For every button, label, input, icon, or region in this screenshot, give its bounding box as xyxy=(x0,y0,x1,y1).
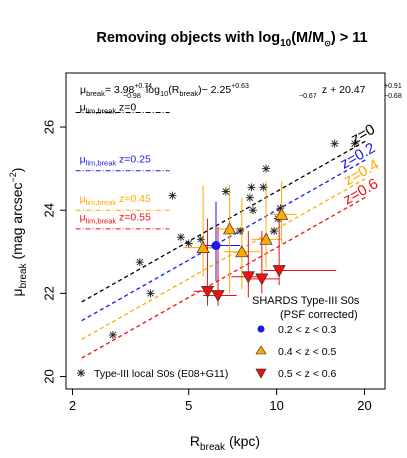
legend-marker-asterisk xyxy=(77,369,85,377)
legend-marker-circle xyxy=(257,325,265,333)
asterisk-stroke xyxy=(277,204,284,212)
x-axis-label: Rbreak (kpc) xyxy=(190,433,260,453)
asterisk-point xyxy=(221,187,230,196)
x-tick-label: 10 xyxy=(269,398,283,413)
asterisk-stroke xyxy=(259,184,267,191)
asterisk-stroke xyxy=(109,331,117,339)
fit-line-labels: z=0z=0.2z=0.4z=0.6 xyxy=(338,121,382,208)
asterisk-point xyxy=(245,193,254,202)
data-markers xyxy=(108,139,359,339)
legend-label-local: Type-III local S0s (E08+G11) xyxy=(94,368,228,380)
asterisk-stroke xyxy=(270,227,278,235)
asterisk-stroke xyxy=(177,233,185,241)
legend-title-2: (PSF corrected) xyxy=(280,309,358,321)
triangle-down-point xyxy=(272,265,286,278)
legend-marker-triangle-up xyxy=(255,345,267,355)
x-tick-label: 20 xyxy=(357,398,371,413)
fit-equation: μbreak= 3.98+0.74 −0.98 log10(Rbreak)− 2.… xyxy=(80,83,366,100)
y-tick-label: 26 xyxy=(41,120,56,134)
asterisk-stroke xyxy=(236,227,244,235)
asterisk-stroke xyxy=(147,290,154,297)
triangle-up-point xyxy=(259,232,273,245)
mu-lim-label: μlim,break z=0 xyxy=(80,101,137,115)
y-tick-label: 24 xyxy=(41,203,56,217)
asterisk-stroke xyxy=(246,194,254,202)
chart-title: Removing objects with log10(M/M⊙) > 11 xyxy=(96,30,367,49)
mu-lim-label: μlim,break z=0.55 xyxy=(80,212,151,226)
asterisk-point xyxy=(184,239,193,248)
fit-line xyxy=(81,139,368,303)
plot-frame xyxy=(65,72,386,390)
asterisk-stroke xyxy=(249,206,257,214)
legend-label-z05: 0.5 < z < 0.6 xyxy=(278,368,337,380)
asterisk-point xyxy=(262,164,271,173)
legend-shards: SHARDS Type-III S0s (PSF corrected) 0.2 … xyxy=(252,295,360,380)
asterisk-point xyxy=(350,139,359,148)
legend-label-z04: 0.4 < z < 0.5 xyxy=(278,346,337,358)
triangle-down-point xyxy=(200,285,215,299)
triangle-up-point xyxy=(196,240,210,253)
asterisk-stroke xyxy=(197,235,205,243)
y-tick-label: 22 xyxy=(41,286,56,300)
fit-line xyxy=(81,195,368,359)
asterisk-point xyxy=(330,139,339,148)
asterisk-stroke xyxy=(185,240,193,247)
asterisk-stroke xyxy=(331,140,338,148)
asterisk-stroke xyxy=(222,188,230,195)
asterisk-point xyxy=(236,227,245,235)
asterisk-point xyxy=(270,227,279,235)
y-tick-label: 20 xyxy=(41,369,56,383)
asterisk-point xyxy=(247,183,256,192)
mu-lim-label: μlim,break z=0.25 xyxy=(80,153,151,167)
asterisk-stroke xyxy=(248,184,255,191)
asterisk-stroke xyxy=(136,258,144,266)
fit-line xyxy=(81,158,368,322)
fit-equation-c3: +0.91 −0.68 xyxy=(384,83,402,100)
fit-lines xyxy=(75,112,368,359)
asterisk-point xyxy=(249,206,258,215)
asterisk-point xyxy=(146,289,155,298)
asterisk-point xyxy=(108,330,117,339)
triangle-down-point xyxy=(241,271,255,284)
asterisk-stroke xyxy=(351,140,358,148)
asterisk-point xyxy=(135,258,144,267)
legend-local: Type-III local S0s (E08+G11) xyxy=(77,368,228,380)
legend-title-1: SHARDS Type-III S0s xyxy=(252,295,360,307)
x-tick-label: 2 xyxy=(69,398,76,413)
y-axis-label: μbreak (mag arcsec−2) xyxy=(8,168,29,297)
asterisk-point xyxy=(196,235,205,244)
x-tick-label: 5 xyxy=(185,398,192,413)
legend-marker-triangle-down xyxy=(255,368,267,379)
triangle-up-point xyxy=(222,222,237,235)
asterisk-stroke xyxy=(262,165,270,172)
circle-point xyxy=(211,241,221,251)
triangle-down-point xyxy=(255,273,269,286)
asterisk-point xyxy=(168,191,177,200)
asterisk-point xyxy=(176,233,185,242)
asterisk-point xyxy=(259,183,268,192)
triangle-up-point xyxy=(275,207,289,220)
mu-lim-label: μlim,break z=0.45 xyxy=(80,193,151,207)
triangle-down-point xyxy=(211,290,225,303)
fit-line xyxy=(81,176,368,340)
axes: 2 5 10 20 20 22 24 26 xyxy=(41,120,371,413)
triangle-up-point xyxy=(235,245,249,258)
legend-label-z02: 0.2 < z < 0.3 xyxy=(278,324,337,336)
asterisk-stroke xyxy=(169,192,176,199)
mu-lim-labels: μlim,break z=0 μlim,break z=0.25 μlim,brea… xyxy=(80,101,151,225)
